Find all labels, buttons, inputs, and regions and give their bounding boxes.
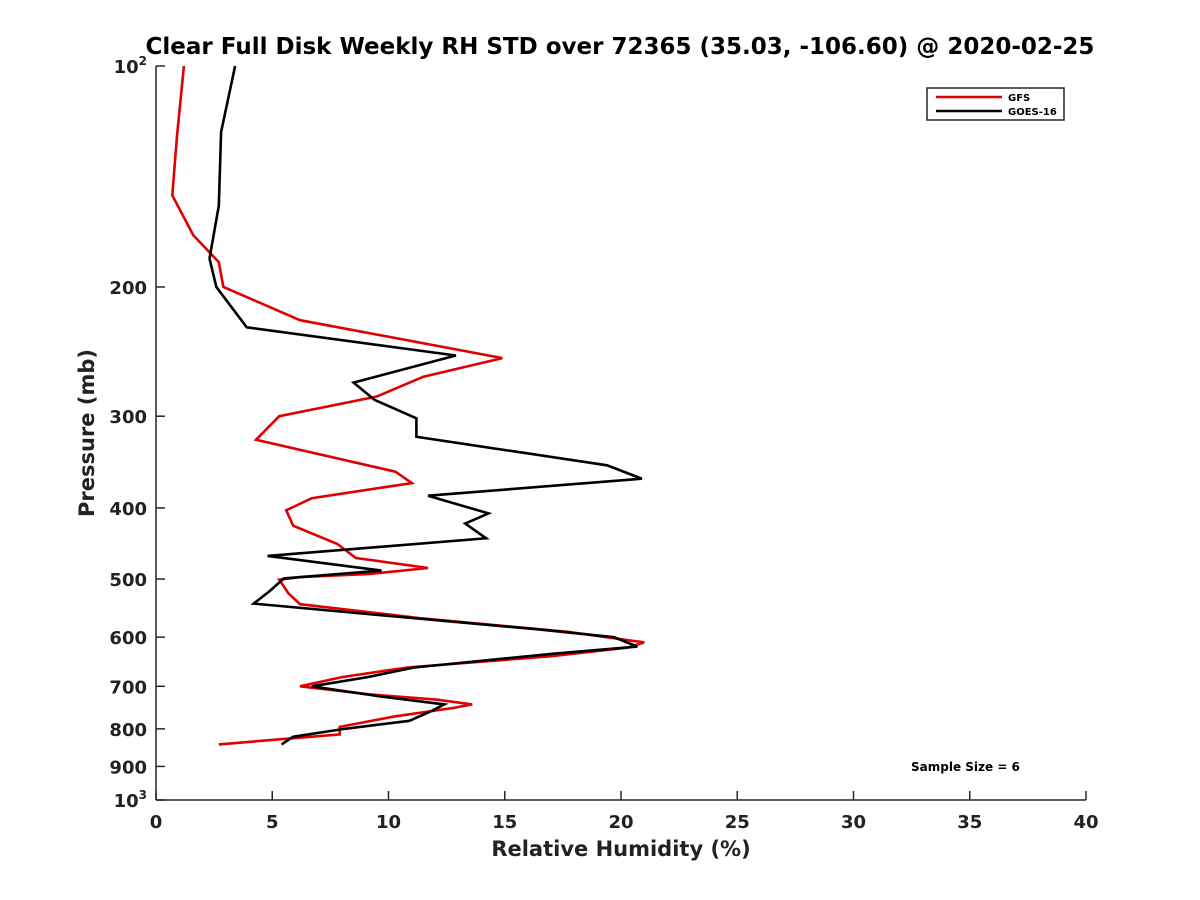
y-tick-label: 300 (109, 407, 147, 428)
y-tick-base: 200 (109, 278, 147, 299)
plot-axes (155, 66, 1086, 801)
x-tick-label: 10 (376, 812, 401, 833)
y-tick-label: 800 (109, 720, 147, 741)
chart-title: Clear Full Disk Weekly RH STD over 72365… (146, 34, 1095, 60)
y-tick-base: 600 (109, 628, 147, 649)
x-tick-label: 20 (608, 812, 633, 833)
x-tick-label: 40 (1073, 812, 1098, 833)
y-tick-exponent: 2 (139, 54, 147, 68)
y-tick-base: 900 (109, 757, 147, 778)
y-axis-label: Pressure (mb) (75, 349, 99, 517)
y-tick-label: 600 (109, 628, 147, 649)
x-axis-label: Relative Humidity (%) (491, 837, 750, 861)
y-tick-label: 900 (109, 757, 147, 778)
y-tick-label: 102 (114, 54, 147, 78)
y-tick-label: 700 (109, 677, 147, 698)
x-tick-label: 30 (841, 812, 866, 833)
x-tick-label: 0 (150, 812, 163, 833)
y-tick-base: 10 (114, 791, 139, 812)
y-tick-label: 200 (109, 278, 147, 299)
x-tick-label: 5 (266, 812, 279, 833)
series-line-gfs (170, 65, 645, 746)
sample-size-annotation: Sample Size = 6 (911, 760, 1020, 774)
series-line-goes16 (208, 65, 643, 746)
y-tick-label: 500 (109, 570, 147, 591)
y-tick-base: 10 (114, 57, 139, 78)
y-tick-base: 800 (109, 720, 147, 741)
x-ticks: 0 5 10 15 20 25 30 35 40 (150, 791, 1099, 833)
y-tick-label: 103 (114, 788, 147, 812)
y-tick-base: 500 (109, 570, 147, 591)
x-tick-label: 15 (492, 812, 517, 833)
y-tick-base: 300 (109, 407, 147, 428)
legend-box (926, 87, 1065, 121)
legend-label-goes16: GOES-16 (1008, 107, 1057, 118)
legend: GFS GOES-16 (926, 87, 1065, 121)
x-tick-label: 35 (957, 812, 982, 833)
y-tick-exponent: 3 (139, 788, 147, 802)
y-tick-label: 400 (109, 499, 147, 520)
series-layer (170, 65, 645, 746)
legend-label-gfs: GFS (1008, 93, 1030, 104)
y-tick-base: 700 (109, 677, 147, 698)
x-tick-label: 25 (725, 812, 750, 833)
y-tick-base: 400 (109, 499, 147, 520)
